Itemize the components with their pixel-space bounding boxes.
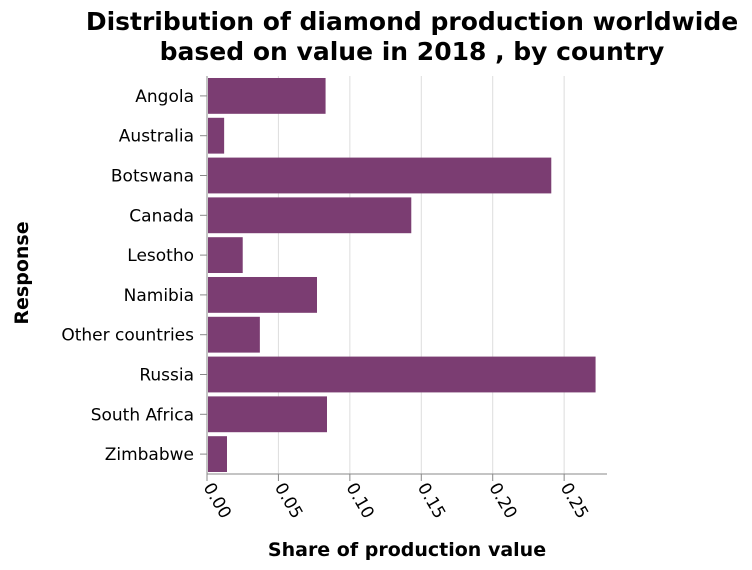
bar-lesotho	[208, 237, 243, 273]
bars	[208, 78, 596, 472]
y-tick-label: Russia	[139, 366, 194, 386]
bar-namibia	[208, 277, 317, 313]
x-tick-label: 0.10	[342, 480, 378, 523]
bar-angola	[208, 78, 326, 114]
x-tick-label: 0.00	[199, 480, 235, 523]
bar-zimbabwe	[208, 436, 227, 472]
y-tick-label: Lesotho	[127, 246, 194, 266]
axes: Angola Australia Botswana Canada Lesotho Nami…	[61, 76, 607, 522]
y-tick-label: Botswana	[111, 167, 194, 187]
bar-russia	[208, 357, 596, 393]
y-tick-label: Zimbabwe	[105, 445, 194, 465]
x-tick-label: 0.20	[484, 480, 520, 523]
y-tick-label: Other countries	[61, 326, 194, 346]
bar-south-africa	[208, 396, 327, 432]
x-tick-label: 0.15	[413, 480, 449, 523]
y-tick-label: Canada	[129, 206, 194, 226]
y-tick-label: Angola	[135, 87, 194, 107]
x-axis-title: Share of production value	[268, 539, 546, 561]
bar-botswana	[208, 158, 551, 194]
y-tick-label: Australia	[119, 127, 194, 147]
bar-australia	[208, 118, 224, 154]
y-axis-title: Response	[11, 221, 33, 324]
x-tick-label: 0.25	[556, 480, 592, 523]
bar-canada	[208, 197, 411, 233]
y-tick-label: South Africa	[91, 405, 194, 425]
chart-title-line-2: based on value in 2018 , by country	[160, 37, 665, 66]
bar-other-countries	[208, 317, 260, 353]
x-tick-label: 0.05	[270, 480, 306, 523]
y-tick-label: Namibia	[124, 286, 194, 306]
chart-title: Distribution of diamond production world…	[86, 7, 738, 66]
chart-title-line-1: Distribution of diamond production world…	[86, 7, 738, 36]
